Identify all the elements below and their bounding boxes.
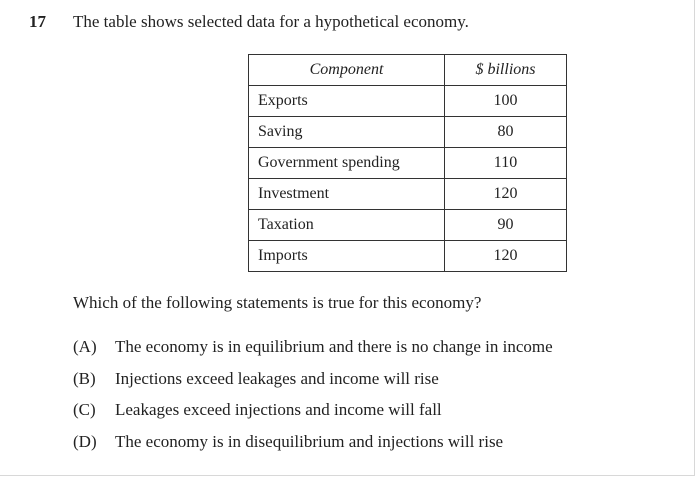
table-row: Imports 120 — [248, 240, 567, 272]
component-cell: Imports — [248, 240, 445, 272]
question-number: 17 — [29, 12, 46, 31]
question-prompt: Which of the following statements is tru… — [73, 293, 482, 312]
table-row: Exports 100 — [248, 85, 567, 117]
value-cell: 80 — [444, 116, 567, 148]
component-cell: Investment — [248, 178, 445, 210]
question-stem: The table shows selected data for a hypo… — [73, 12, 469, 31]
option-text: Leakages exceed injections and income wi… — [115, 400, 442, 419]
option-text: Injections exceed leakages and income wi… — [115, 368, 439, 388]
option-text: The economy is in equilibrium and there … — [115, 337, 553, 356]
column-header-component: Component — [248, 54, 445, 86]
option-text: The economy is in disequilibrium and inj… — [115, 431, 504, 451]
column-header-value: $ billions — [444, 54, 567, 86]
component-cell: Government spending — [248, 147, 445, 179]
value-cell: 120 — [444, 240, 567, 272]
option-letter: (C) — [73, 400, 96, 419]
table-header-row: Component $ billions — [248, 54, 567, 86]
table-row: Government spending 110 — [248, 147, 567, 179]
value-cell: 100 — [444, 85, 567, 117]
table-row: Saving 80 — [248, 116, 567, 148]
value-cell: 120 — [444, 178, 567, 210]
component-cell: Saving — [248, 116, 445, 148]
option-letter: (D) — [73, 431, 97, 451]
value-cell: 90 — [444, 209, 567, 241]
option-letter: (B) — [73, 368, 96, 388]
data-table: Component $ billions Exports 100 Saving … — [248, 54, 567, 272]
component-cell: Taxation — [248, 209, 445, 241]
table-row: Taxation 90 — [248, 209, 567, 241]
option-letter: (A) — [73, 337, 97, 356]
component-cell: Exports — [248, 85, 445, 117]
value-cell: 110 — [444, 147, 567, 179]
table-row: Investment 120 — [248, 178, 567, 210]
